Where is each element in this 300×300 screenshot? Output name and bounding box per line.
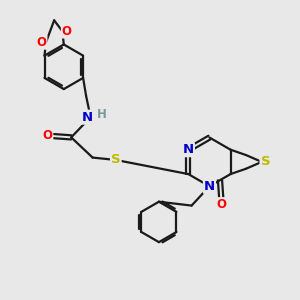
Text: O: O — [42, 129, 52, 142]
Text: S: S — [111, 154, 121, 166]
Text: H: H — [97, 108, 107, 121]
Text: N: N — [81, 111, 92, 124]
Text: O: O — [62, 25, 72, 38]
Text: S: S — [260, 155, 270, 168]
Text: O: O — [217, 198, 226, 211]
Text: O: O — [37, 36, 46, 49]
Text: N: N — [204, 180, 215, 193]
Text: N: N — [183, 143, 194, 156]
